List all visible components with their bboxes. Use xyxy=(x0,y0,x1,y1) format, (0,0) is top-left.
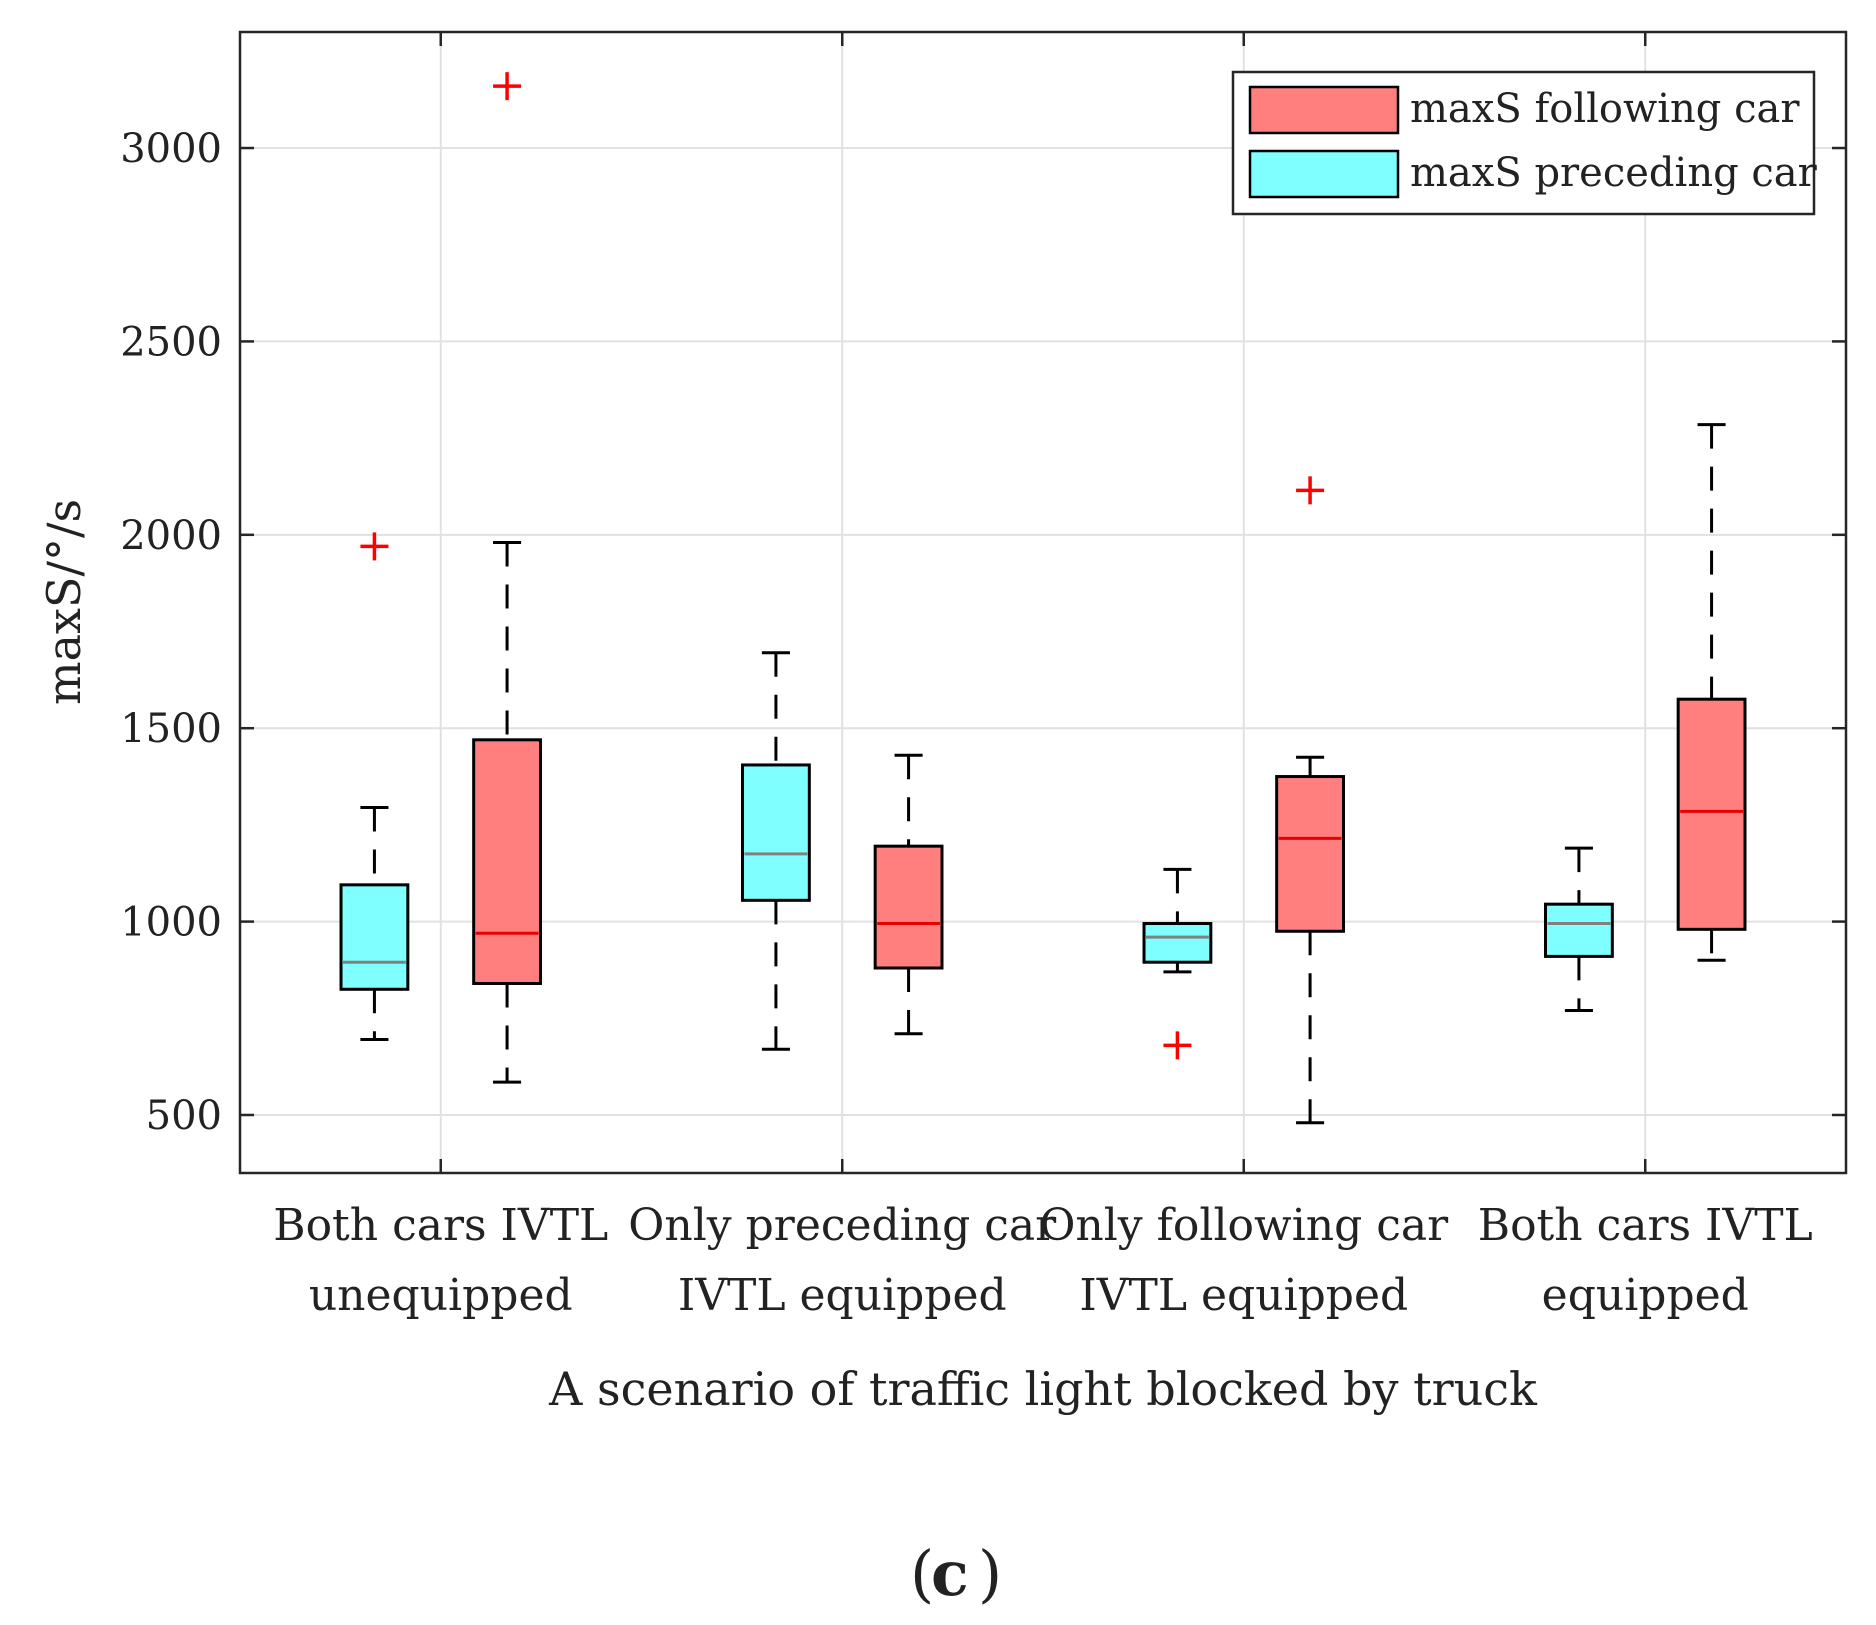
box-following-car xyxy=(873,753,944,1036)
x-category-label-line2: IVTL equipped xyxy=(1079,1270,1408,1321)
x-category-label-line1: Both cars IVTL xyxy=(273,1200,608,1251)
outlier-marker xyxy=(360,532,389,561)
interquartile-box xyxy=(873,844,944,970)
outlier-marker xyxy=(493,72,522,101)
interquartile-box xyxy=(1544,902,1614,958)
panel-label-open-paren: ( xyxy=(910,1537,934,1610)
box-preceding-car xyxy=(339,532,410,1042)
box-preceding-car xyxy=(741,651,811,1051)
legend: maxS following car maxS preceding car xyxy=(1231,70,1818,216)
x-category-label-line1: Only preceding car xyxy=(628,1200,1057,1251)
x-category-label-line1: Both cars IVTL xyxy=(1478,1200,1813,1251)
outlier-marker xyxy=(1163,1031,1192,1060)
box-following-car xyxy=(1275,476,1345,1125)
x-category-label-line2: IVTL equipped xyxy=(678,1270,1007,1321)
y-tick-label: 1000 xyxy=(120,900,222,946)
y-axis-title: maxS/°/s xyxy=(37,499,91,705)
interquartile-box xyxy=(1275,775,1345,933)
axis-ticks xyxy=(240,32,1846,1173)
interquartile-box xyxy=(1142,922,1213,964)
box-preceding-car xyxy=(1544,846,1614,1013)
x-category-label-line2: equipped xyxy=(1542,1270,1749,1321)
interquartile-box xyxy=(472,738,542,985)
x-category-labels: Both cars IVTL unequipped Only preceding c… xyxy=(273,1200,1813,1321)
y-tick-label: 500 xyxy=(146,1093,222,1139)
boxes xyxy=(339,72,1747,1125)
panel-label-letter: c xyxy=(931,1537,969,1610)
interquartile-box xyxy=(339,883,410,991)
plot-frame xyxy=(238,30,1848,1175)
x-axis-title: A scenario of traffic light blocked by t… xyxy=(548,1362,1538,1416)
y-tick-label: 2500 xyxy=(120,319,222,365)
x-category-label-line2: unequipped xyxy=(309,1270,573,1321)
legend-swatch-following-car xyxy=(1248,85,1400,135)
box-following-car xyxy=(472,72,542,1084)
outlier-marker xyxy=(1296,476,1325,505)
legend-swatch-preceding-car xyxy=(1248,149,1400,199)
panel-label-close-paren: ) xyxy=(978,1537,1002,1610)
y-tick-label: 2000 xyxy=(120,513,222,559)
panel-label: ( c ) xyxy=(910,1537,1002,1610)
box-following-car xyxy=(1676,423,1747,962)
x-category-label-line1: Only following car xyxy=(1039,1200,1449,1251)
legend-label-preceding-car: maxS preceding car xyxy=(1410,150,1818,196)
y-tick-label: 1500 xyxy=(120,706,222,752)
interquartile-box xyxy=(1676,697,1747,931)
y-tick-label: 3000 xyxy=(120,126,222,172)
interquartile-box xyxy=(741,763,811,902)
box-preceding-car xyxy=(1142,867,1213,1060)
y-tick-labels: 500 1000 1500 2000 2500 3000 xyxy=(120,126,222,1139)
legend-label-following-car: maxS following car xyxy=(1410,86,1800,132)
